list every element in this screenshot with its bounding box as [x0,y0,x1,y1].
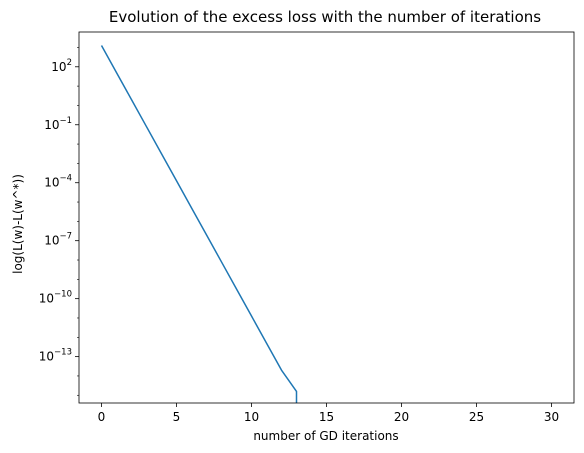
x-tick-label: 20 [394,410,409,424]
y-axis-label: log(L(w)-L(w^*)) [11,174,25,274]
x-tick-label: 10 [244,410,259,424]
x-tick-label: 30 [544,410,559,424]
y-tick-label: 102 [51,58,72,74]
axes: 0 5 10 15 20 25 30 102 10−1 10−4 10−7 10−10 10−13 [39,31,575,424]
x-tick-label: 25 [469,410,484,424]
y-tick-label: 10−4 [44,174,72,190]
x-axis-label: number of GD iterations [253,429,398,443]
series-line-0 [100,45,298,403]
chart-title: Evolution of the excess loss with the nu… [109,8,541,26]
y-tick-label: 10−1 [44,116,72,132]
plot-area [100,45,298,403]
x-tick-label: 5 [173,410,181,424]
y-tick-label: 10−13 [39,348,72,364]
y-tick-label: 10−7 [44,232,72,248]
x-tick-label: 15 [319,410,334,424]
x-tick-label: 0 [98,410,106,424]
axes-frame [78,31,575,404]
y-tick-label: 10−10 [39,290,72,306]
